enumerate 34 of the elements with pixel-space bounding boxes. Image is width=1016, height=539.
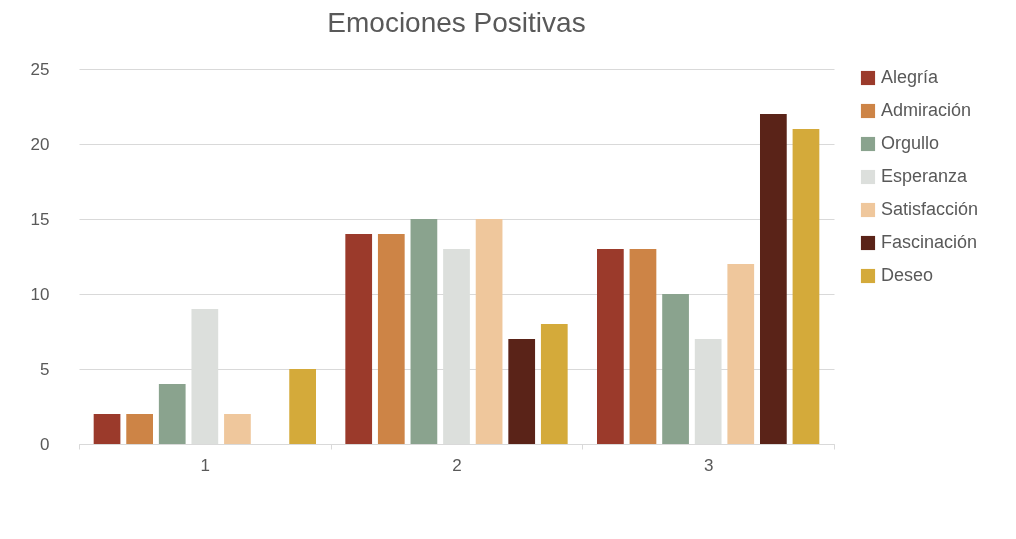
legend-label: Esperanza [881, 166, 969, 186]
bar [629, 249, 657, 444]
bar [126, 414, 153, 444]
y-tick-label: 5 [40, 359, 50, 379]
bar [760, 114, 787, 444]
bar [662, 294, 689, 444]
bar [540, 324, 568, 444]
legend-label: Alegría [881, 67, 940, 87]
x-tick-label: 2 [452, 455, 462, 475]
bar [345, 234, 373, 444]
bar [289, 369, 316, 444]
bar [224, 414, 251, 444]
y-tick-label: 20 [30, 134, 50, 154]
bar [727, 264, 755, 444]
bar [475, 219, 503, 444]
legend-label: Orgullo [881, 133, 940, 153]
chart-title: Emociones Positivas [327, 7, 586, 38]
y-tick-label: 15 [30, 209, 50, 229]
y-tick-label: 25 [30, 59, 50, 79]
x-tick-label: 3 [703, 455, 714, 475]
bar [158, 384, 186, 444]
bar [377, 234, 405, 444]
legend-label: Satisfacción [881, 199, 979, 219]
legend-label: Fascinación [881, 232, 978, 252]
x-tick-label: 1 [200, 455, 211, 475]
bar [508, 339, 536, 444]
bar [410, 219, 438, 444]
bar [597, 249, 624, 444]
y-tick-label: 0 [40, 434, 50, 454]
bar [93, 414, 121, 444]
legend-label: Deseo [881, 265, 934, 285]
y-tick-label: 10 [30, 284, 50, 304]
bar [792, 129, 820, 444]
legend-label: Admiración [881, 100, 972, 120]
